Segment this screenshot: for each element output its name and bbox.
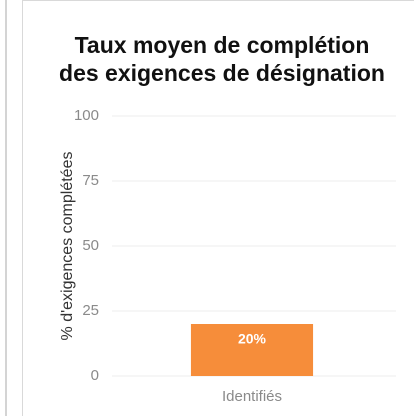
y-tick-label: 75 [82,172,99,189]
value-label: 20% [238,331,267,347]
x-tick-label: Identifiés [222,388,282,405]
y-axis-label: % d'exigences complétées [59,152,76,341]
chart-title: des exigences de désignation [59,60,385,86]
y-tick-label: 100 [74,107,99,124]
y-tick-label: 50 [82,237,99,254]
bar [190,324,314,376]
y-tick-label: 0 [91,367,99,384]
y-tick-label: 25 [82,302,99,319]
chart-title: Taux moyen de complétion [75,32,370,58]
